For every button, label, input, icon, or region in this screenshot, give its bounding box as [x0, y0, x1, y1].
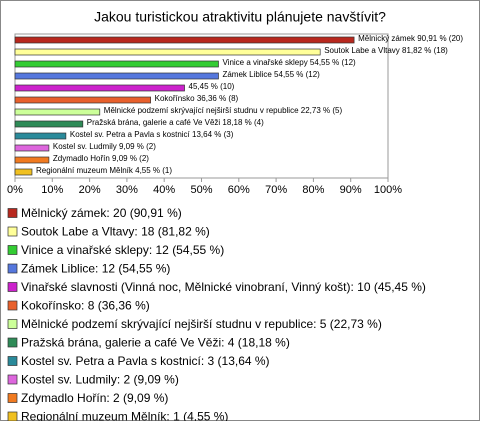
legend-label: Vinice a vinařské sklepy: 12 (54,55 %) [21, 243, 224, 257]
legend-swatch [7, 300, 18, 311]
legend-label: Vinařské slavnosti (Vinná noc, Mělnické … [21, 280, 426, 294]
value-label: Mělnické podzemí skrývající nejširší stu… [104, 106, 343, 115]
legend-swatch [7, 374, 18, 385]
legend-swatch [7, 245, 18, 255]
x-tick-label: 80% [302, 184, 324, 196]
bar [14, 156, 50, 164]
bar [14, 144, 50, 152]
value-label: Zámek Liblice 54,55 % (12) [222, 70, 320, 79]
value-label: Kostel sv. Petra a Pavla s kostnicí 13,6… [70, 130, 234, 139]
x-tick-label: 10% [41, 184, 63, 196]
legend-swatch [7, 208, 18, 218]
x-tick-label: 30% [116, 184, 138, 196]
legend-swatch [7, 282, 18, 292]
x-tick-label: 100% [374, 184, 402, 196]
legend-swatch [7, 263, 18, 274]
legend-label: Kokořínsko: 8 (36,36 %) [21, 299, 150, 313]
bar [14, 96, 151, 104]
value-label: Kostel sv. Ludmily 9,09 % (2) [53, 142, 156, 151]
legend-label: Pražská brána, galerie a café Ve Věži: 4… [21, 336, 290, 350]
bar [14, 108, 101, 116]
x-tick-label: 70% [265, 184, 287, 196]
legend-label: Zámek Liblice: 12 (54,55 %) [21, 262, 170, 276]
legend-label: Zdymadlo Hořín: 2 (9,09 %) [21, 391, 168, 405]
x-tick-label: 20% [79, 184, 101, 196]
value-label: Pražská brána, galerie a café Ve Věži 18… [87, 118, 264, 127]
legend-label: Kostel sv. Ludmily: 2 (9,09 %) [21, 373, 179, 387]
legend-label: Regionální muzeum Mělník: 1 (4,55 %) [21, 410, 228, 421]
chart-title: Jakou turistickou atraktivitu plánujete … [94, 9, 386, 25]
value-label: Soutok Labe a Vltavy 81,82 % (18) [324, 46, 448, 55]
value-label: Regionální muzeum Mělník 4,55 % (1) [36, 166, 172, 175]
x-tick-label: 50% [190, 184, 212, 196]
legend-swatch [7, 411, 18, 421]
legend-label: Mělnické podzemí skrývající nejširší stu… [21, 317, 382, 331]
legend-swatch [7, 226, 18, 237]
bar [14, 132, 67, 140]
bar [14, 120, 84, 128]
legend-label: Mělnický zámek: 20 (90,91 %) [21, 206, 182, 220]
bar [14, 48, 321, 56]
value-label: Vinice a vinařské sklepy 54,55 % (12) [222, 58, 356, 67]
bar [14, 72, 219, 80]
legend-label: Soutok Labe a Vltavy: 18 (81,82 %) [21, 225, 210, 239]
legend-swatch [7, 393, 18, 403]
value-label: Zdymadlo Hořín 9,09 % (2) [53, 154, 149, 163]
legend-swatch [7, 319, 18, 329]
bar [14, 168, 33, 176]
value-label: Kokořínsko 36,36 % (8) [155, 94, 239, 103]
x-tick-label: 60% [228, 184, 250, 196]
x-tick-label: 0% [7, 184, 23, 196]
x-tick-label: 40% [153, 184, 175, 196]
value-label: 45,45 % (10) [189, 82, 235, 91]
bar [14, 36, 355, 44]
legend-label: Kostel sv. Petra a Pavla s kostnicí: 3 (… [21, 354, 270, 368]
value-label: Mělnický zámek 90,91 % (20) [358, 34, 463, 43]
legend-swatch [7, 356, 18, 366]
bar [14, 60, 219, 68]
bar [14, 84, 185, 92]
legend-swatch [7, 337, 18, 348]
x-tick-label: 90% [340, 184, 362, 196]
